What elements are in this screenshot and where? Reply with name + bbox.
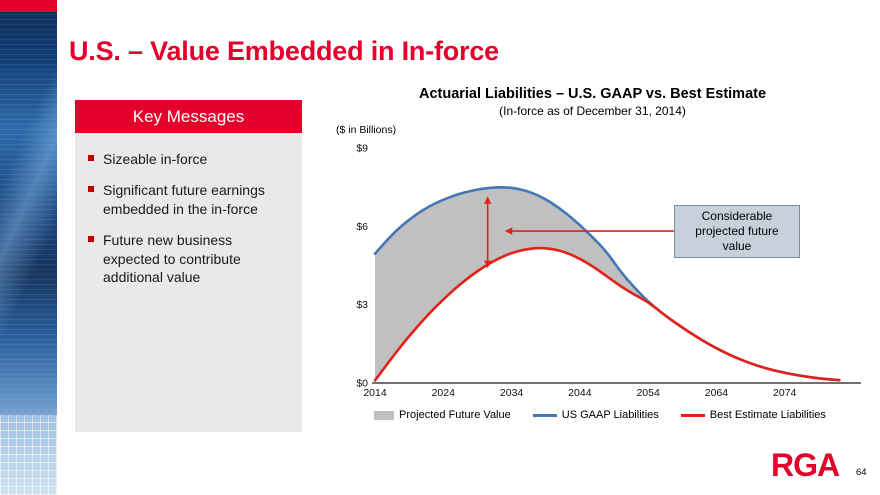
strip-grid-image — [0, 415, 57, 495]
key-message-item: Future new business expected to contribu… — [88, 231, 290, 286]
key-message-text: Significant future earnings embedded in … — [103, 182, 265, 217]
legend-item: Projected Future Value — [374, 409, 511, 421]
legend-label: Best Estimate Liabilities — [709, 409, 826, 421]
bullet-icon — [88, 236, 94, 243]
rga-logo: RGA — [771, 447, 840, 483]
x-tick-label: 2064 — [705, 387, 729, 399]
legend-item: Best Estimate Liabilities — [680, 409, 826, 421]
strip-ticker-texture — [0, 14, 57, 404]
projected-future-value-swatch — [374, 410, 395, 420]
chart-title: Actuarial Liabilities – U.S. GAAP vs. Be… — [418, 86, 767, 102]
page-number: 64 — [856, 467, 867, 478]
y-tick-label: $3 — [356, 299, 368, 311]
key-messages-panel: Key Messages Sizeable in-force Significa… — [75, 100, 302, 432]
bullet-icon — [88, 186, 94, 193]
legend-label: Projected Future Value — [399, 409, 511, 421]
strip-red-bar — [0, 0, 57, 12]
key-messages-list: Sizeable in-force Significant future ear… — [75, 133, 302, 432]
callout-box: Considerable projected future value — [674, 205, 800, 258]
key-message-text: Sizeable in-force — [103, 151, 208, 167]
page-title: U.S. – Value Embedded in In-force — [69, 36, 500, 66]
key-message-text: Future new business expected to contribu… — [103, 232, 241, 286]
best-estimate-swatch — [680, 413, 705, 417]
y-tick-label: $0 — [356, 378, 368, 390]
chart-subtitle: (In-force as of December 31, 2014) — [499, 104, 686, 118]
key-message-item: Significant future earnings embedded in … — [88, 181, 290, 218]
chart-unit-label: ($ in Billions) — [336, 124, 397, 136]
x-tick-label: 2074 — [773, 387, 797, 399]
key-messages-header: Key Messages — [75, 100, 302, 133]
y-tick-label: $9 — [356, 143, 368, 155]
legend-item: US GAAP Liabilities — [532, 409, 659, 421]
arrowhead-up — [484, 196, 492, 204]
y-tick-label: $6 — [356, 221, 368, 233]
left-accent-strip — [0, 0, 57, 495]
liabilities-chart: 2014 2024 2034 2044 2054 2064 2074 $0 $3 $6 $9 — [356, 143, 861, 399]
x-tick-label: 2034 — [500, 387, 524, 399]
us-gaap-swatch — [532, 413, 557, 417]
key-message-item: Sizeable in-force — [88, 150, 290, 168]
arrowhead-down — [484, 260, 492, 269]
x-tick-label: 2014 — [363, 387, 387, 399]
x-tick-label: 2024 — [432, 387, 456, 399]
callout-text: Considerable projected future value — [695, 209, 779, 253]
best-estimate-line — [373, 246, 841, 382]
chart-legend: Projected Future Value US GAAP Liabiliti… — [335, 409, 865, 421]
legend-label: US GAAP Liabilities — [561, 409, 659, 421]
x-tick-label: 2054 — [636, 387, 660, 399]
projected-future-value-area — [375, 187, 840, 381]
x-tick-label: 2044 — [568, 387, 592, 399]
arrowhead-left — [504, 227, 513, 235]
strip-light-streak — [0, 0, 57, 495]
bullet-icon — [88, 155, 94, 161]
